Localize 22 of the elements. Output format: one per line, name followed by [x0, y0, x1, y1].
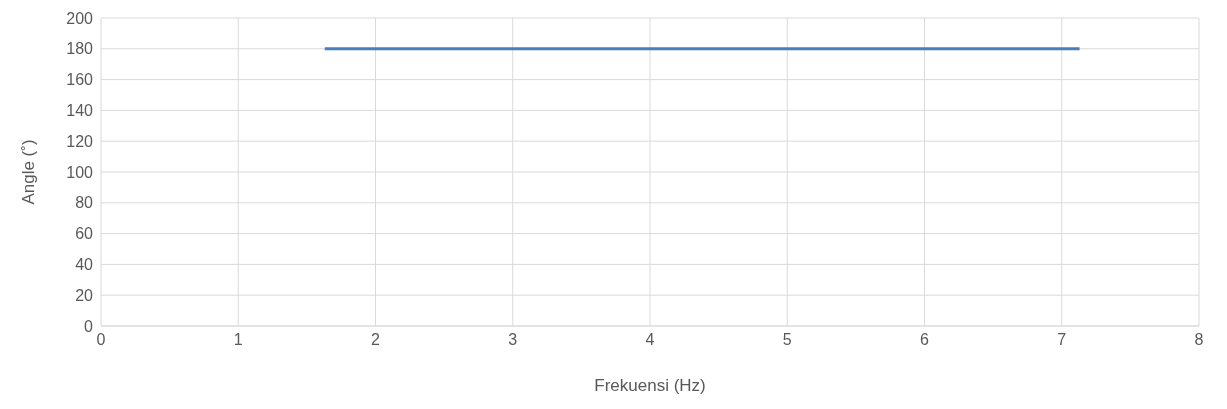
x-tick-label: 6 [920, 331, 930, 349]
y-tick-label: 180 [66, 40, 94, 58]
y-tick-label: 160 [66, 71, 94, 89]
x-tick-label: 1 [233, 331, 243, 349]
y-tick-label: 80 [75, 194, 94, 212]
x-tick-label: 7 [1057, 331, 1067, 349]
x-tick-label: 3 [508, 331, 518, 349]
x-tick-label: 2 [371, 331, 381, 349]
y-tick-label: 20 [75, 286, 94, 304]
x-tick-label: 4 [645, 331, 655, 349]
y-tick-label: 100 [66, 163, 94, 181]
y-tick-label: 60 [75, 225, 94, 243]
x-tick-label: 0 [96, 331, 106, 349]
x-tick-label: 5 [782, 331, 792, 349]
y-tick-label: 40 [75, 256, 94, 274]
y-tick-label: 0 [84, 317, 94, 335]
y-tick-label: 120 [66, 132, 94, 150]
y-tick-label: 200 [66, 9, 94, 27]
y-axis-title: Angle (˚) [19, 139, 39, 205]
x-axis-title: Frekuensi (Hz) [594, 376, 706, 395]
x-tick-label: 8 [1194, 331, 1204, 349]
y-tick-label: 140 [66, 102, 94, 120]
